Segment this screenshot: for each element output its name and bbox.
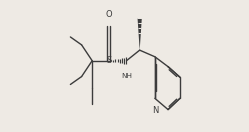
Polygon shape [137,18,142,50]
Text: NH: NH [122,73,133,79]
Text: N: N [152,106,158,115]
Text: S: S [107,56,112,65]
Text: O: O [105,10,112,19]
